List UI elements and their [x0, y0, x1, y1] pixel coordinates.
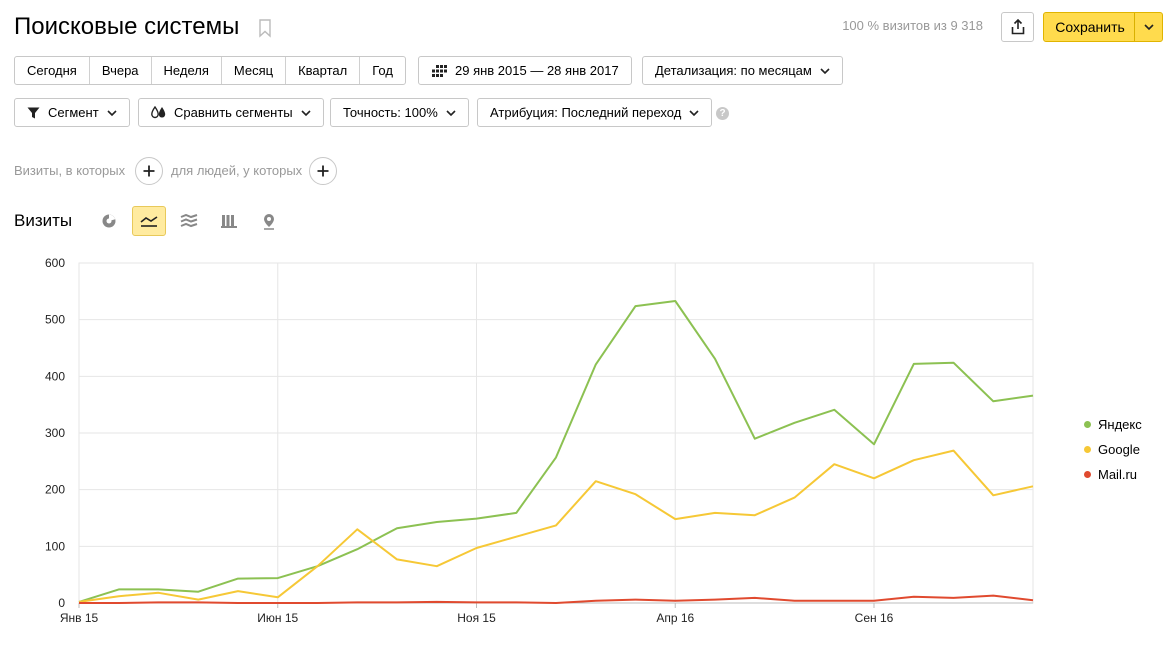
visits-line-chart: 0 100 200 300 400 500 600 Янв 15 Июн 15 Ноя 15 Апр… [45, 256, 1034, 625]
chevron-down-icon [820, 67, 830, 74]
legend-dot-mailru [1084, 471, 1091, 478]
legend-label: Яндекс [1098, 417, 1142, 432]
segment-dropdown[interactable]: Сегмент [14, 98, 130, 127]
pie-chart-view-button[interactable] [92, 206, 126, 236]
chevron-down-icon [107, 109, 117, 116]
calendar-icon [432, 64, 447, 77]
map-pin-icon [264, 213, 274, 230]
series-line-1 [78, 449, 1034, 603]
stacked-area-icon [180, 214, 198, 228]
y-tick-label: 200 [45, 483, 65, 497]
plus-icon [317, 165, 329, 177]
compare-segments-dropdown[interactable]: Сравнить сегменты [138, 98, 324, 127]
chevron-down-icon [689, 109, 699, 116]
line-chart-view-button[interactable] [132, 206, 166, 236]
detail-label: Детализация: по месяцам [655, 63, 812, 78]
pie-chart-icon [102, 214, 116, 228]
x-tick-label: Июн 15 [257, 611, 298, 625]
legend-dot-google [1084, 446, 1091, 453]
chart-section-title: Визиты [14, 211, 73, 230]
segment-label: Сегмент [48, 105, 99, 120]
accuracy-label: Точность: 100% [343, 105, 438, 120]
filter-icon [27, 107, 40, 118]
x-tick-label: Сен 16 [855, 611, 894, 625]
legend-item[interactable]: Mail.ru [1084, 462, 1142, 487]
chart-legend: Яндекс Google Mail.ru [1084, 412, 1142, 487]
y-tick-label: 500 [45, 313, 65, 327]
attribution-label: Атрибуция: Последний переход [490, 105, 682, 120]
series-line-0 [78, 300, 1034, 603]
legend-dot-yandex [1084, 421, 1091, 428]
add-visit-condition-button[interactable] [135, 157, 163, 185]
y-tick-label: 100 [45, 539, 65, 553]
period-selector: Сегодня Вчера Неделя Месяц Квартал Год [14, 56, 406, 85]
legend-item[interactable]: Яндекс [1084, 412, 1142, 437]
period-quarter[interactable]: Квартал [286, 57, 361, 84]
help-icon[interactable]: ? [716, 107, 729, 120]
stacked-area-view-button[interactable] [172, 206, 206, 236]
period-year[interactable]: Год [372, 63, 393, 78]
chevron-down-icon [446, 109, 456, 116]
legend-item[interactable]: Google [1084, 437, 1142, 462]
people-condition-label: для людей, у которых [171, 163, 303, 178]
period-today[interactable]: Сегодня [15, 57, 90, 84]
share-button[interactable] [1001, 12, 1034, 42]
bar-chart-view-button[interactable] [212, 206, 246, 236]
date-range-label: 29 янв 2015 — 28 янв 2017 [455, 63, 619, 78]
detail-dropdown[interactable]: Детализация: по месяцам [642, 56, 843, 85]
bar-chart-icon [221, 215, 237, 228]
line-chart-icon [140, 216, 158, 227]
series-line-2 [79, 594, 1034, 604]
map-view-button[interactable] [252, 206, 286, 236]
save-button-label: Сохранить [1055, 19, 1125, 35]
date-range-picker[interactable]: 29 янв 2015 — 28 янв 2017 [418, 56, 632, 85]
save-dropdown-toggle[interactable] [1134, 13, 1162, 41]
period-week[interactable]: Неделя [152, 57, 222, 84]
legend-label: Google [1098, 442, 1140, 457]
compare-segments-label: Сравнить сегменты [174, 105, 293, 120]
period-month[interactable]: Месяц [222, 57, 287, 84]
chevron-down-icon [301, 109, 311, 116]
visits-info: 100 % визитов из 9 318 [842, 18, 983, 33]
attribution-dropdown[interactable]: Атрибуция: Последний переход [477, 98, 713, 127]
save-button[interactable]: Сохранить [1043, 12, 1163, 42]
add-people-condition-button[interactable] [309, 157, 337, 185]
share-icon [1011, 19, 1024, 35]
x-tick-label: Апр 16 [656, 611, 694, 625]
y-tick-label: 600 [45, 256, 65, 270]
y-tick-label: 400 [45, 369, 65, 383]
chevron-down-icon [1143, 23, 1154, 30]
legend-label: Mail.ru [1098, 467, 1138, 482]
compare-drops-icon [151, 106, 166, 119]
x-tick-label: Янв 15 [60, 611, 99, 625]
page-title: Поисковые системы [14, 13, 240, 40]
visits-condition-label: Визиты, в которых [14, 163, 126, 178]
plus-icon [143, 165, 155, 177]
period-yesterday[interactable]: Вчера [90, 57, 152, 84]
y-tick-label: 0 [58, 596, 65, 610]
accuracy-dropdown[interactable]: Точность: 100% [330, 98, 469, 127]
x-tick-label: Ноя 15 [457, 611, 496, 625]
y-tick-label: 300 [45, 426, 65, 440]
bookmark-icon[interactable] [257, 18, 273, 38]
